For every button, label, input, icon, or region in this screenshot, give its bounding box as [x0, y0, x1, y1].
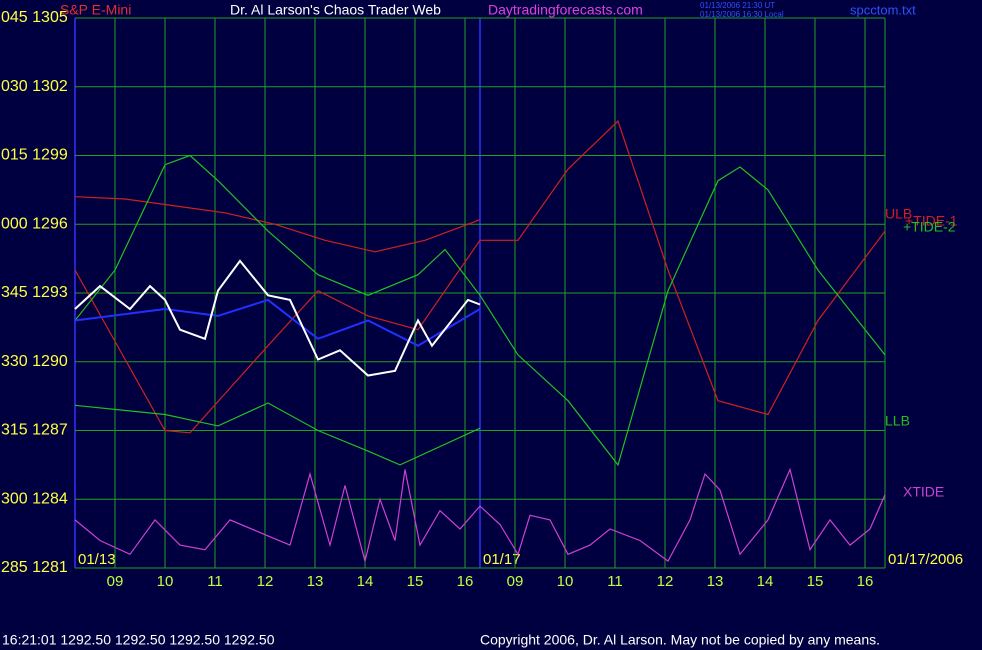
series-line [74, 120, 886, 434]
legend-label: +TIDE-2 [903, 219, 956, 235]
copyright: Copyright 2006, Dr. Al Larson. May not b… [480, 632, 880, 648]
date-label: 01/17 [483, 551, 521, 568]
x-tick-label: 12 [257, 573, 274, 590]
series-line [74, 402, 481, 466]
x-tick-label: 11 [207, 573, 223, 590]
series-line [74, 154, 886, 467]
x-tick-label: 09 [507, 573, 524, 590]
x-tick-label: 16 [457, 573, 474, 590]
y-tick-label: 030 1302 [1, 78, 68, 95]
x-tick-label: 10 [557, 573, 574, 590]
file-name: spcctom.txt [850, 2, 916, 17]
quote: 16:21:01 1292.50 1292.50 1292.50 1292.50 [2, 632, 275, 648]
y-tick-label: 300 1284 [1, 490, 68, 507]
instrument: S&P E-Mini [60, 2, 131, 18]
x-tick-label: 15 [807, 573, 824, 590]
legend-label: LLB [885, 413, 910, 429]
timestamp: 01/13/2006 16:30 Local [700, 10, 784, 19]
x-tick-label: 13 [307, 573, 324, 590]
y-tick-label: 330 1290 [1, 353, 68, 370]
legend-label: +TIDE-1 [905, 213, 958, 229]
series-line [74, 298, 481, 347]
y-tick-label: 045 1305 [1, 9, 68, 26]
x-tick-label: 14 [357, 573, 374, 590]
y-tick-label: 345 1293 [1, 284, 68, 301]
x-tick-label: 14 [757, 573, 774, 590]
x-tick-label: 09 [107, 573, 124, 590]
y-tick-label: 000 1296 [1, 215, 68, 232]
legend-label: ULB [885, 206, 912, 222]
timestamp: 01/13/2006 21:30 UT [700, 1, 775, 10]
website: Daytradingforecasts.com [488, 2, 643, 18]
x-tick-label: 16 [857, 573, 874, 590]
series-line [74, 196, 481, 253]
series-line [74, 259, 481, 377]
x-tick-label: 15 [407, 573, 424, 590]
x-tick-label: 10 [157, 573, 174, 590]
legend-label: XTIDE [903, 484, 944, 500]
y-tick-label: 285 1281 [1, 559, 68, 576]
y-tick-label: 015 1299 [1, 147, 68, 164]
date-label: 01/13 [78, 551, 116, 568]
date-label: 01/17/2006 [888, 551, 963, 568]
x-tick-label: 11 [607, 573, 623, 590]
chart-title: Dr. Al Larson's Chaos Trader Web [230, 2, 441, 18]
series-line [74, 467, 886, 562]
x-tick-label: 12 [657, 573, 674, 590]
x-tick-label: 13 [707, 573, 724, 590]
y-tick-label: 315 1287 [1, 422, 68, 439]
